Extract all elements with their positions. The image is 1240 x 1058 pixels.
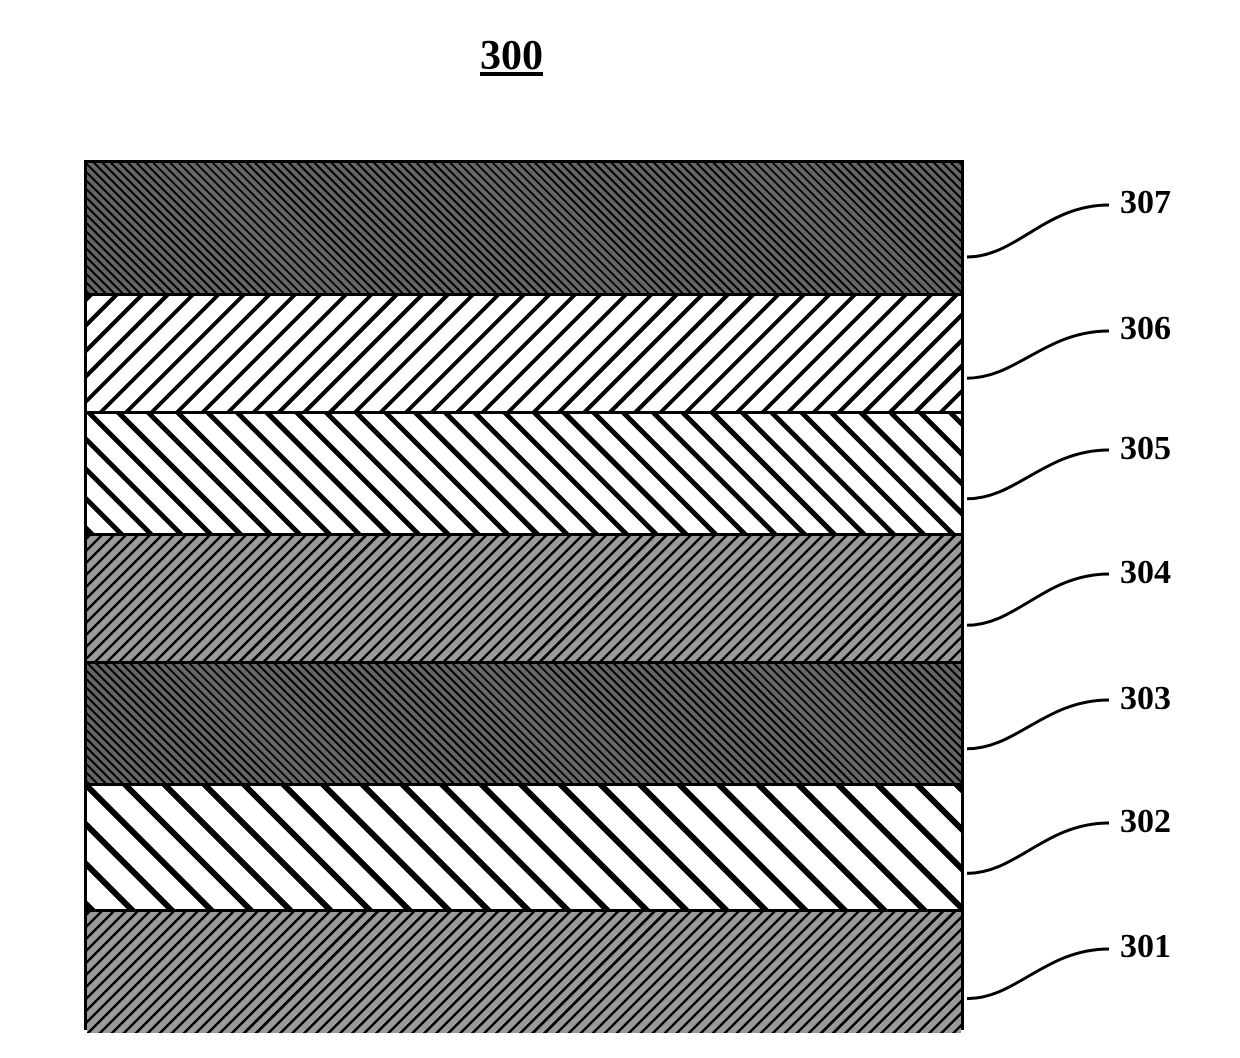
layer-label-306: 306 bbox=[1120, 310, 1171, 348]
layer-stack bbox=[84, 160, 964, 1030]
layer-label-303: 303 bbox=[1120, 680, 1171, 718]
layer-303 bbox=[87, 661, 961, 783]
figure-title: 300 bbox=[480, 32, 543, 80]
layer-label-305: 305 bbox=[1120, 430, 1171, 468]
layer-306 bbox=[87, 293, 961, 411]
leader-306 bbox=[967, 321, 1113, 388]
layer-305 bbox=[87, 411, 961, 533]
leader-307 bbox=[967, 195, 1113, 267]
leader-301 bbox=[967, 939, 1113, 1009]
leader-302 bbox=[967, 813, 1113, 883]
layer-307 bbox=[87, 163, 961, 293]
layer-label-304: 304 bbox=[1120, 554, 1171, 592]
figure-canvas: 300 307 306 305 304 303 302 301 bbox=[0, 0, 1240, 1058]
layer-label-301: 301 bbox=[1120, 928, 1171, 966]
layer-label-302: 302 bbox=[1120, 803, 1171, 841]
layer-301 bbox=[87, 909, 961, 1033]
layer-label-307: 307 bbox=[1120, 184, 1171, 222]
leader-304 bbox=[967, 564, 1113, 635]
layer-304 bbox=[87, 533, 961, 661]
leader-305 bbox=[967, 440, 1113, 509]
leader-303 bbox=[967, 690, 1113, 759]
layer-302 bbox=[87, 783, 961, 909]
